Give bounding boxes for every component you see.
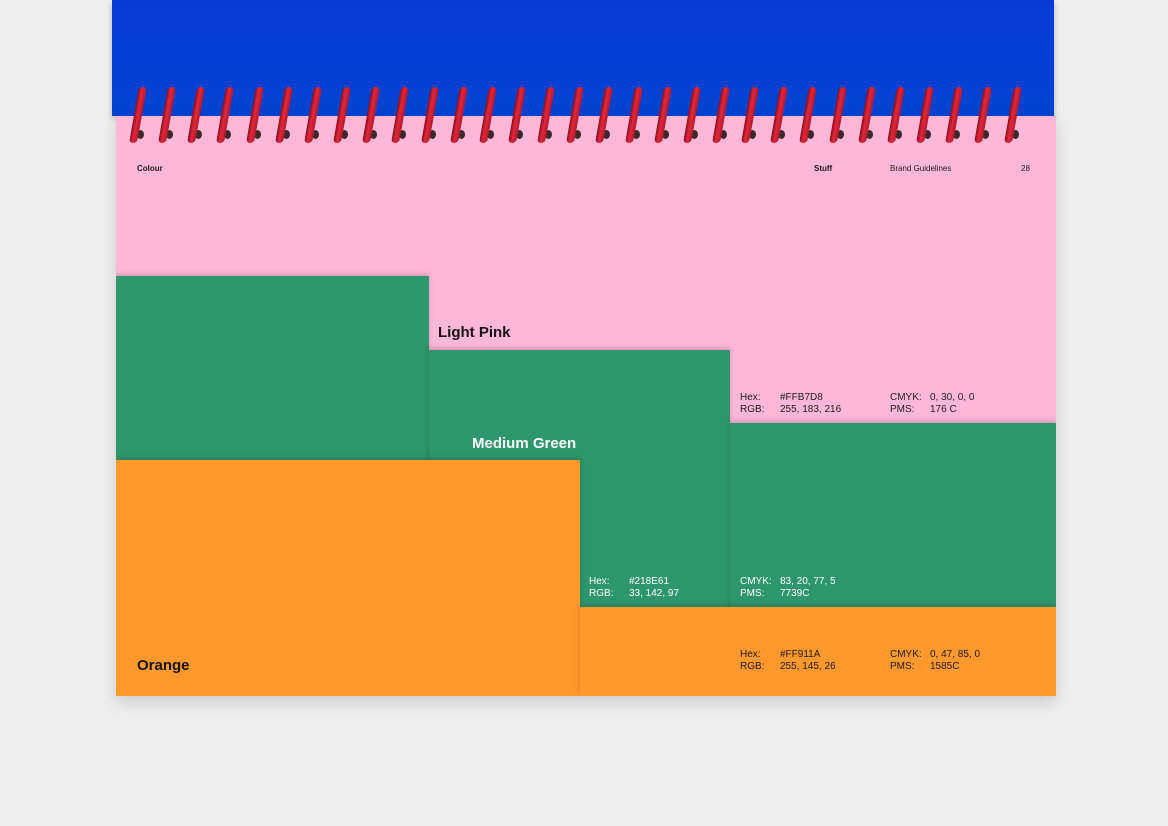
spiral-coil [508,87,526,143]
spiral-coil [916,87,934,143]
spiral-binding [0,84,1168,154]
orange-swatch-left [116,460,580,696]
spiral-coil [537,87,555,143]
light-pink-hex: Hex: #FFB7D8 [740,392,823,403]
binding-hole [866,130,873,139]
binding-hole [545,130,552,139]
binding-hole [254,130,261,139]
spiral-coil [129,87,147,143]
binding-hole [312,130,319,139]
binding-hole [574,130,581,139]
binding-hole [749,130,756,139]
spiral-coil [945,87,963,143]
binding-hole [341,130,348,139]
spiral-coil [712,87,730,143]
binding-hole [370,130,377,139]
orange-hex: Hex: #FF911A [740,649,821,660]
spiral-coil [566,87,584,143]
document-title: Brand Guidelines [890,164,952,173]
binding-hole [429,130,436,139]
binding-hole [633,130,640,139]
binding-hole [166,130,173,139]
spiral-coil [654,87,672,143]
light-pink-rgb: RGB: 255, 183, 216 [740,404,842,415]
guideline-page: Colour Stuff Brand Guidelines 28 Light P… [116,116,1056,696]
binding-hole [895,130,902,139]
spiral-coil [391,87,409,143]
spiral-coil [683,87,701,143]
binding-hole [195,130,202,139]
binding-hole [283,130,290,139]
orange-rgb: RGB: 255, 145, 26 [740,661,836,672]
spiral-coil [858,87,876,143]
spiral-coil [450,87,468,143]
spiral-coil [479,87,497,143]
binding-hole [953,130,960,139]
spiral-coil [304,87,322,143]
binding-hole [720,130,727,139]
light-pink-pms: PMS: 176 C [890,404,957,415]
binding-hole [778,130,785,139]
spiral-coil [799,87,817,143]
spiral-coil [829,87,847,143]
brand-label: Stuff [814,164,833,173]
spiral-coil [246,87,264,143]
binding-hole [458,130,465,139]
binding-hole [224,130,231,139]
spiral-coil [362,87,380,143]
binding-hole [982,130,989,139]
medium-green-hex: Hex: #218E61 [589,576,670,587]
spiral-coil [887,87,905,143]
orange-pms: PMS: 1585C [890,661,960,672]
colour-name-orange: Orange [137,657,190,674]
medium-green-pms: PMS: 7739C [740,588,810,599]
binding-hole [603,130,610,139]
spiral-coil [770,87,788,143]
binding-hole [137,130,144,139]
colour-name-light-pink: Light Pink [438,324,511,341]
binding-hole [807,130,814,139]
medium-green-rgb: RGB: 33, 142, 97 [589,588,680,599]
binding-hole [487,130,494,139]
colour-name-medium-green: Medium Green [472,435,577,452]
spiral-coil [421,87,439,143]
binding-hole [691,130,698,139]
spiral-coil [275,87,293,143]
section-label: Colour [137,164,163,173]
page-number: 28 [1021,164,1030,173]
spiral-coil [974,87,992,143]
spiral-coil [595,87,613,143]
spiral-coil [625,87,643,143]
binding-hole [1012,130,1019,139]
light-pink-cmyk: CMYK: 0, 30, 0, 0 [890,392,975,403]
binding-hole [399,130,406,139]
spiral-coil [741,87,759,143]
spiral-coil [216,87,234,143]
binding-hole [924,130,931,139]
binding-hole [837,130,844,139]
orange-swatch-right [580,607,1056,696]
medium-green-cmyk: CMYK: 83, 20, 77, 5 [740,576,836,587]
spiral-coil [187,87,205,143]
spiral-coil [333,87,351,143]
spiral-coil [1004,87,1022,143]
binding-hole [516,130,523,139]
binding-hole [662,130,669,139]
orange-cmyk: CMYK: 0, 47, 85, 0 [890,649,981,660]
spiral-coil [158,87,176,143]
